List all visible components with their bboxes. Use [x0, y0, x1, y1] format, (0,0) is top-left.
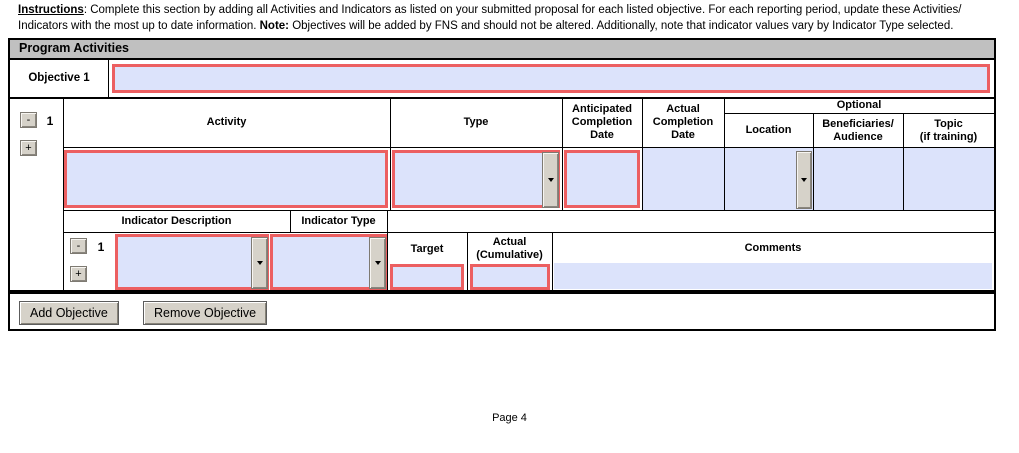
instructions-line1: : Complete this section by adding all Ac… [83, 4, 962, 16]
comments-input[interactable] [554, 263, 992, 289]
instructions-note-label: Note: [259, 19, 290, 32]
objective-input[interactable] [112, 64, 990, 93]
section-title: Program Activities [19, 41, 129, 55]
beneficiaries-audience-input[interactable] [814, 148, 903, 210]
column-header-type: Type [463, 115, 489, 128]
column-header-indicator-description: Indicator Description [121, 214, 232, 227]
column-header-activity: Activity [206, 115, 247, 128]
grid-line [813, 114, 814, 210]
grid-line [552, 232, 553, 290]
column-header-topic: Topic (if training) [903, 114, 994, 147]
remove-indicator-button[interactable]: - [70, 238, 87, 254]
column-header-beneficiaries-audience: Beneficiaries/Audience [813, 114, 903, 147]
add-activity-button[interactable]: + [20, 140, 37, 156]
target-input[interactable] [390, 264, 464, 290]
grid-line [387, 210, 388, 290]
actual-cumulative-input[interactable] [470, 264, 550, 290]
location-dropdown-button[interactable] [796, 151, 812, 209]
indicator-type-dropdown[interactable] [270, 234, 387, 290]
column-header-optional-group: Optional [724, 97, 994, 114]
section-divider [10, 290, 994, 294]
indicator-description-dropdown-button[interactable] [251, 237, 268, 289]
indicator-row-number: 1 [97, 240, 105, 254]
instructions-line2: Indicators with the most up to date info… [18, 19, 260, 32]
objective-label: Objective 1 [28, 72, 90, 84]
type-dropdown[interactable] [392, 150, 560, 208]
column-header-actual-cumulative: Actual (Cumulative) [476, 236, 543, 261]
grid-line [290, 210, 291, 232]
grid-line [467, 232, 468, 290]
grid-line [390, 97, 391, 210]
column-header-indicator-type: Indicator Type [301, 214, 376, 227]
instructions-heading: Instructions [18, 4, 84, 16]
grid-line [562, 97, 563, 210]
type-dropdown-button[interactable] [542, 152, 559, 208]
chevron-down-icon [801, 178, 807, 182]
grid-line [63, 232, 994, 233]
grid-line [63, 147, 994, 148]
activity-row-number: 1 [46, 114, 54, 128]
add-indicator-button[interactable]: + [70, 266, 87, 282]
actual-completion-date-input[interactable] [643, 148, 724, 210]
beneficiaries-line2: Audience [833, 130, 883, 143]
grid-line [63, 210, 994, 211]
grid-line [642, 97, 643, 210]
column-header-target: Target [410, 242, 444, 255]
grid-line [108, 60, 109, 97]
column-header-actual-completion-date: Actual Completion Date [652, 102, 714, 141]
program-activities-table: Program Activities Objective 1 - 1 + Act… [8, 38, 996, 331]
column-header-location: Location [745, 124, 792, 136]
anticipated-completion-date-input[interactable] [564, 150, 640, 208]
column-header-comments: Comments [744, 241, 802, 254]
column-header-anticipated-completion-date: Anticipated Completion Date [571, 102, 633, 141]
instructions-note-text: Objectives will be added by FNS and shou… [289, 19, 954, 32]
grid-line [903, 114, 904, 210]
chevron-down-icon [547, 178, 554, 182]
indicator-type-dropdown-button[interactable] [369, 237, 386, 289]
page-number: Page 4 [492, 412, 527, 424]
remove-activity-button[interactable]: - [20, 112, 37, 128]
chevron-down-icon [374, 261, 381, 265]
beneficiaries-line1: Beneficiaries/ [822, 117, 894, 130]
add-objective-button[interactable]: Add Objective [19, 301, 119, 325]
grid-line [724, 97, 725, 210]
instructions-text: Instructions: Complete this section by a… [18, 3, 1018, 34]
indicator-description-dropdown[interactable] [115, 234, 269, 290]
chevron-down-icon [256, 261, 263, 265]
topic-input[interactable] [904, 148, 994, 210]
remove-objective-button[interactable]: Remove Objective [143, 301, 268, 325]
grid-line [10, 97, 994, 99]
topic-line2: (if training) [919, 130, 978, 143]
topic-line1: Topic [934, 117, 963, 130]
grid-line [63, 97, 64, 290]
activity-input[interactable] [64, 150, 388, 208]
section-header-bar: Program Activities [10, 40, 994, 60]
